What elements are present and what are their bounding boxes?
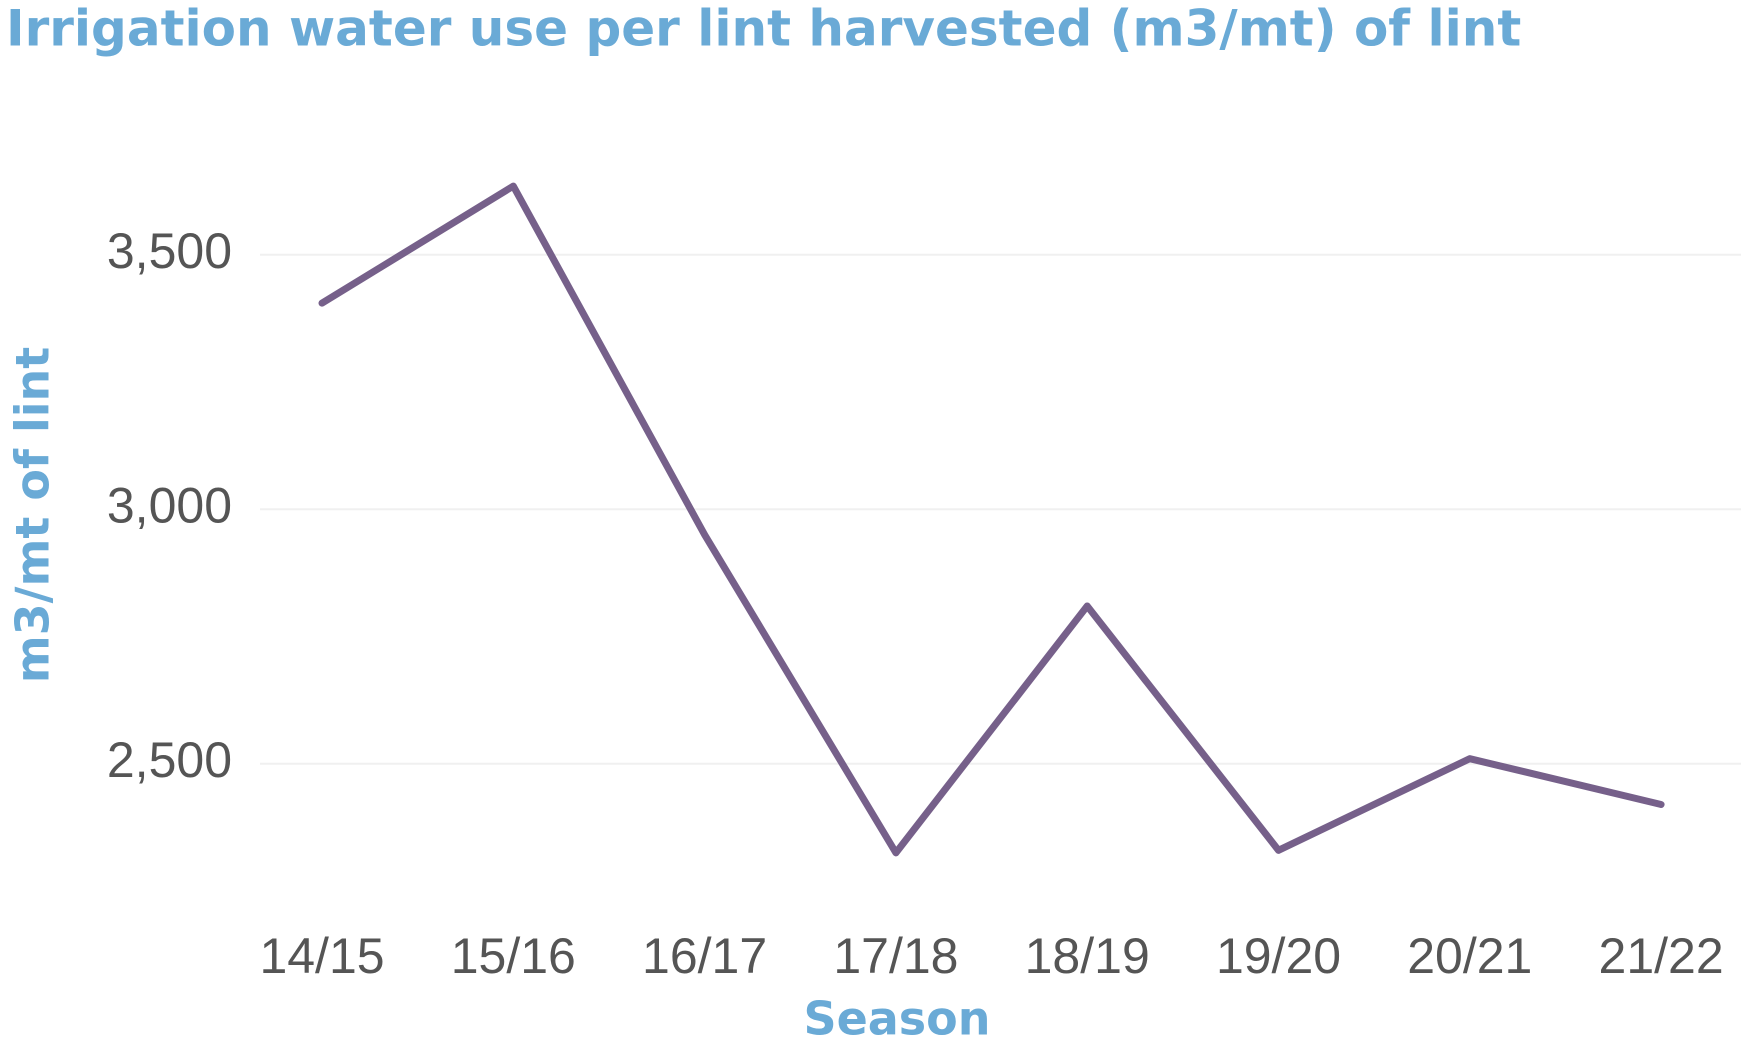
x-tick-label: 18/19 [1025,928,1150,984]
y-axis-title: m3/mt of lint [6,347,60,684]
y-tick-label: 3,500 [107,223,232,279]
x-tick-label: 17/18 [833,928,958,984]
chart-title: Irrigation water use per lint harvested … [6,0,1521,58]
x-axis-title: Season [803,992,990,1037]
y-tick-label: 3,000 [107,477,232,533]
x-tick-label: 20/21 [1407,928,1532,984]
x-tick-label: 15/16 [451,928,576,984]
x-tick-label: 16/17 [642,928,767,984]
x-tick-label: 14/15 [259,928,384,984]
y-tick-label: 2,500 [107,732,232,788]
data-line [318,182,1665,857]
x-tick-label: 21/22 [1599,928,1724,984]
x-tick-label: 19/20 [1216,928,1341,984]
